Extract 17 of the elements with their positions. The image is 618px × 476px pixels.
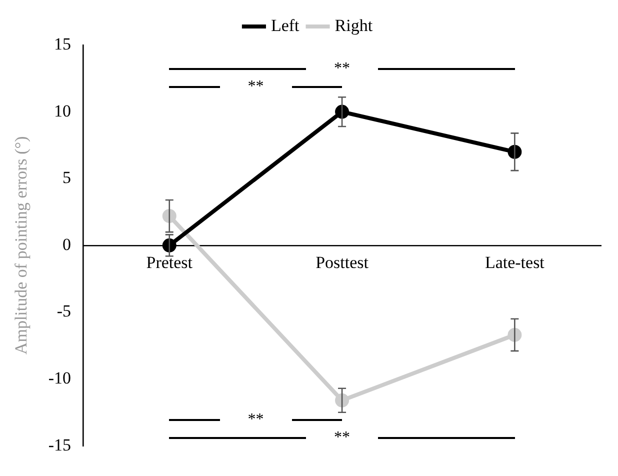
annotation: ** (246, 410, 265, 429)
y-tick-label: 5 (62, 168, 72, 188)
y-tick-label: -5 (56, 302, 72, 321)
x-tick-label: Posttest (316, 253, 369, 272)
annotation: ** (246, 78, 265, 96)
annotation: ** (333, 60, 352, 78)
x-tick-label: Late-test (484, 253, 545, 272)
legend-label: Right (334, 16, 373, 35)
y-tick-label: 0 (62, 234, 72, 254)
y-tick-label: 15 (54, 34, 72, 54)
y-tick-label: -10 (48, 368, 72, 388)
x-tick-label: Pretest (146, 253, 193, 272)
legend-label: Left (270, 16, 300, 35)
annotation: ** (333, 428, 352, 447)
y-tick-label: 10 (54, 101, 72, 120)
y-axis-title: Amplitude of pointing errors (°) (12, 136, 31, 355)
y-tick-label: -15 (48, 435, 72, 454)
